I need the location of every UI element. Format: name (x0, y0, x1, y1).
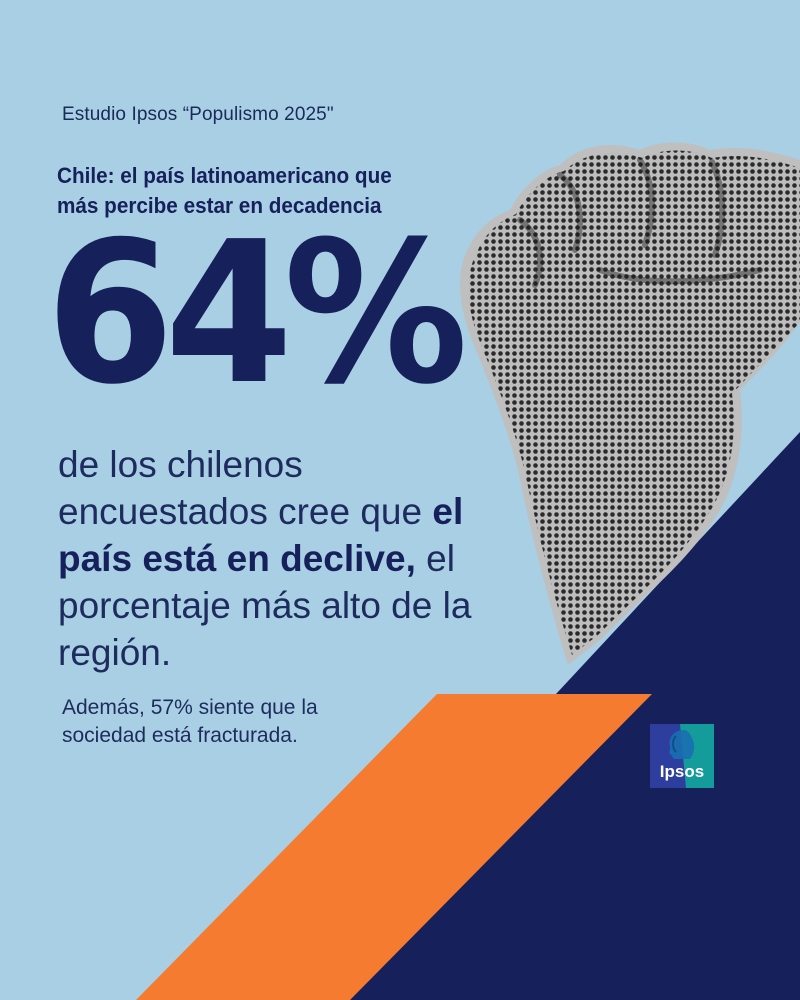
ipsos-logo: Ipsos (650, 724, 714, 788)
main-percentage: 64% (46, 200, 468, 428)
body-text-part-1: de los chilenos encuestados cree que (58, 444, 433, 532)
headline-line-2: más percibe estar en decadencia (57, 193, 382, 218)
ipsos-profile-icon (650, 724, 714, 788)
study-label: Estudio Ipsos “Populismo 2025" (62, 104, 334, 125)
secondary-note: Además, 57% siente que la sociedad está … (62, 696, 318, 747)
ipsos-wordmark: Ipsos (659, 762, 705, 781)
body-text-part-2: el porcentaje más alto de la región. (58, 538, 472, 673)
headline-line-1: Chile: el país latinoamericano que (57, 163, 392, 188)
orange-stripe (136, 694, 652, 1000)
headline: Chile: el país latinoamericano que más p… (57, 161, 425, 221)
body-text: de los chilenos encuestados cree que el … (58, 441, 498, 676)
body-text-highlight: el país está en declive, (58, 491, 464, 579)
